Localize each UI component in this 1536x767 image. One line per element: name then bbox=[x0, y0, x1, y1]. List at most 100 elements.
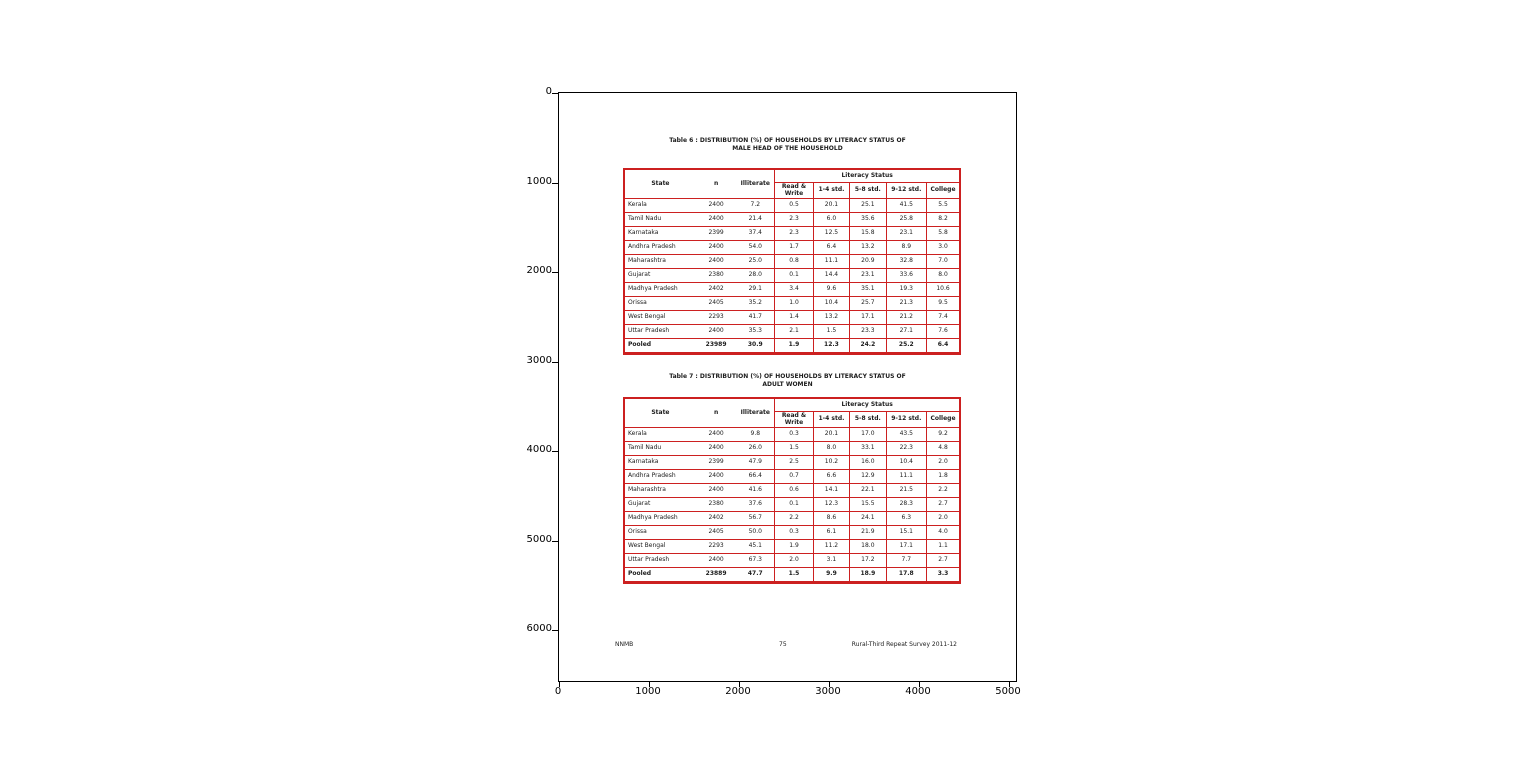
table-cell: 56.7 bbox=[736, 511, 775, 526]
table-cell: 17.0 bbox=[849, 427, 887, 442]
table-cell: 9.2 bbox=[926, 427, 959, 442]
table-cell: 10.4 bbox=[885, 455, 927, 470]
pooled-row: Pooled 23989 30.9 1.9 12.3 24.2 25.2 6.4 bbox=[625, 338, 959, 353]
table-cell: 35.2 bbox=[736, 296, 775, 311]
table-cell: 2400 bbox=[695, 553, 737, 568]
state-name-cell: Andhra Pradesh bbox=[625, 469, 696, 484]
table-cell: 2400 bbox=[695, 441, 737, 456]
y-tick-label: 1000 bbox=[526, 175, 552, 187]
table-cell: 0.7 bbox=[774, 469, 814, 484]
table-row: Karnataka 2399 37.4 2.3 12.5 15.8 23.1 5.8 bbox=[625, 226, 959, 241]
x-tick-mark bbox=[649, 681, 650, 687]
table-cell: 45.1 bbox=[736, 539, 775, 554]
table-cell: 25.7 bbox=[849, 296, 887, 311]
table-cell: 8.2 bbox=[926, 212, 959, 227]
table-cell: 10.2 bbox=[812, 455, 850, 470]
state-name-cell: Madhya Pradesh bbox=[625, 511, 696, 526]
table-cell: 11.1 bbox=[885, 469, 927, 484]
table-cell: 2.1 bbox=[774, 324, 814, 339]
table-row: Uttar Pradesh 2400 67.3 2.0 3.1 17.2 7.7 2.7 bbox=[625, 553, 959, 568]
y-tick-mark bbox=[552, 540, 558, 542]
table-cell: 1.9 bbox=[774, 338, 814, 353]
table-cell: 41.7 bbox=[736, 310, 775, 325]
table-row: Orissa 2405 35.2 1.0 10.4 25.7 21.3 9.5 bbox=[625, 296, 959, 311]
table-cell: 29.1 bbox=[736, 282, 775, 297]
column-header: Read & Write bbox=[774, 182, 814, 199]
table-cell: 6.4 bbox=[812, 240, 850, 255]
footer-right: Rural-Third Repeat Survey 2011-12 bbox=[851, 641, 957, 648]
table-cell: 17.2 bbox=[849, 553, 887, 568]
table-cell: 6.1 bbox=[812, 525, 850, 540]
table-cell: 3.1 bbox=[812, 553, 850, 568]
table-cell: 25.8 bbox=[885, 212, 927, 227]
table-cell: 3.3 bbox=[926, 567, 959, 582]
state-name-cell: Pooled bbox=[625, 567, 696, 582]
x-tick-mark bbox=[559, 681, 560, 687]
table6-title: Table 6 : DISTRIBUTION (%) OF HOUSEHOLDS… bbox=[559, 137, 1016, 153]
table-cell: 9.9 bbox=[812, 567, 850, 582]
table-cell: 20.1 bbox=[812, 198, 850, 213]
state-name-cell: Uttar Pradesh bbox=[625, 553, 696, 568]
y-tick-mark bbox=[552, 451, 558, 452]
table-cell: 12.3 bbox=[812, 338, 850, 353]
literacy-status-group-header: Literacy Status bbox=[774, 170, 959, 183]
table-cell: 1.9 bbox=[774, 539, 814, 554]
header-row-group: State n Illiterate Literacy Status bbox=[625, 399, 959, 428]
table-cell: 17.1 bbox=[885, 539, 927, 554]
table-cell: 2293 bbox=[695, 539, 737, 554]
state-name-cell: Karnataka bbox=[625, 226, 696, 241]
table6-title-line1: Table 6 : DISTRIBUTION (%) OF HOUSEHOLDS… bbox=[669, 137, 906, 144]
table-cell: 35.3 bbox=[736, 324, 775, 339]
table-cell: 7.4 bbox=[926, 310, 959, 325]
table-cell: 33.1 bbox=[849, 441, 887, 456]
column-header: 5-8 std. bbox=[849, 182, 887, 199]
state-name-cell: Kerala bbox=[625, 198, 696, 213]
x-tick-mark bbox=[919, 681, 920, 687]
table-cell: 6.0 bbox=[812, 212, 850, 227]
table-cell: 2399 bbox=[695, 226, 737, 241]
table-cell: 2380 bbox=[695, 497, 737, 512]
table-cell: 7.7 bbox=[885, 553, 927, 568]
column-header: Illiterate bbox=[736, 170, 775, 199]
table-cell: 22.1 bbox=[849, 483, 887, 498]
state-name-cell: Pooled bbox=[625, 338, 696, 353]
table-cell: 25.1 bbox=[849, 198, 887, 213]
table-cell: 28.3 bbox=[885, 497, 927, 512]
table-cell: 7.2 bbox=[736, 198, 775, 213]
table-cell: 10.6 bbox=[926, 282, 959, 297]
table-cell: 2400 bbox=[695, 254, 737, 269]
table-cell: 1.5 bbox=[774, 441, 814, 456]
table-cell: 20.1 bbox=[812, 427, 850, 442]
y-tick-label: 5000 bbox=[526, 533, 552, 545]
state-name-cell: Karnataka bbox=[625, 455, 696, 470]
table-cell: 0.1 bbox=[774, 497, 814, 512]
y-tick-mark bbox=[552, 630, 558, 631]
table-cell: 2.7 bbox=[926, 553, 959, 568]
table-cell: 0.1 bbox=[774, 268, 814, 283]
table-cell: 17.8 bbox=[885, 567, 927, 582]
table-cell: 33.6 bbox=[885, 268, 927, 283]
state-name-cell: Uttar Pradesh bbox=[625, 324, 696, 339]
table-cell: 13.2 bbox=[849, 240, 887, 255]
table-cell: 6.4 bbox=[926, 338, 959, 353]
table-cell: 27.1 bbox=[885, 324, 927, 339]
table-cell: 2400 bbox=[695, 469, 737, 484]
state-name-cell: Tamil Nadu bbox=[625, 441, 696, 456]
table-cell: 0.3 bbox=[774, 427, 814, 442]
table-cell: 21.2 bbox=[885, 310, 927, 325]
table-cell: 8.0 bbox=[926, 268, 959, 283]
state-name-cell: Maharashtra bbox=[625, 483, 696, 498]
table-cell: 2400 bbox=[695, 427, 737, 442]
column-header: 5-8 std. bbox=[849, 411, 887, 428]
x-tick-label: 4000 bbox=[905, 686, 931, 697]
table-cell: 4.0 bbox=[926, 525, 959, 540]
table-cell: 9.8 bbox=[736, 427, 775, 442]
plot-frame: Table 6 : DISTRIBUTION (%) OF HOUSEHOLDS… bbox=[552, 92, 1017, 687]
table-row: Orissa 2405 50.0 0.3 6.1 21.9 15.1 4.0 bbox=[625, 525, 959, 540]
table-row: Andhra Pradesh 2400 54.0 1.7 6.4 13.2 8.9 3.0 bbox=[625, 240, 959, 255]
state-name-cell: Gujarat bbox=[625, 268, 696, 283]
table-cell: 2402 bbox=[695, 511, 737, 526]
table-cell: 10.4 bbox=[812, 296, 850, 311]
table-cell: 1.0 bbox=[774, 296, 814, 311]
table-cell: 2.5 bbox=[774, 455, 814, 470]
